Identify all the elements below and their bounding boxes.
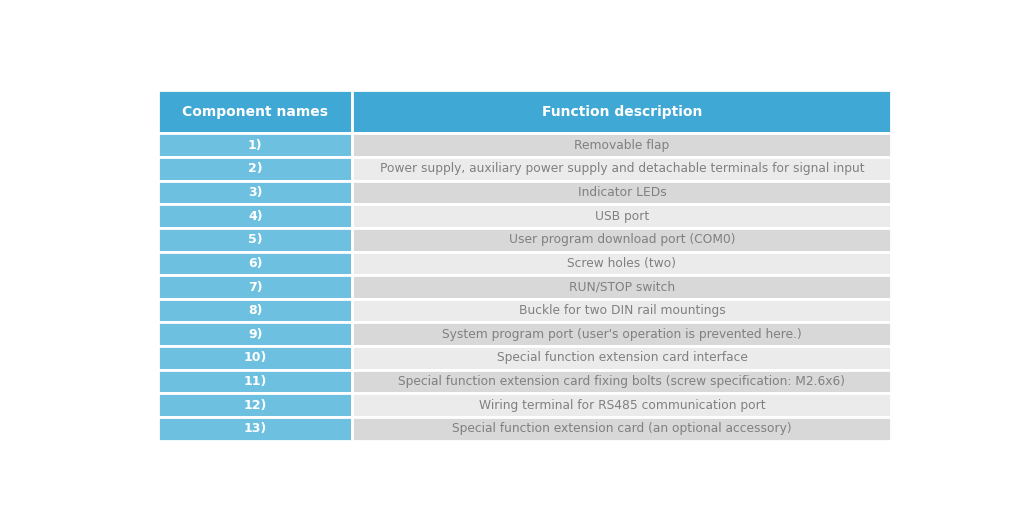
Text: 5): 5) <box>248 233 262 246</box>
Text: 9): 9) <box>248 328 262 341</box>
FancyBboxPatch shape <box>352 323 892 346</box>
Text: 4): 4) <box>248 210 262 222</box>
Text: Indicator LEDs: Indicator LEDs <box>578 186 667 199</box>
Text: Buckle for two DIN rail mountings: Buckle for two DIN rail mountings <box>518 304 725 317</box>
FancyBboxPatch shape <box>352 393 892 417</box>
Text: 6): 6) <box>248 257 262 270</box>
FancyBboxPatch shape <box>352 299 892 323</box>
Text: Special function extension card interface: Special function extension card interfac… <box>497 352 748 365</box>
FancyBboxPatch shape <box>158 393 352 417</box>
Text: Component names: Component names <box>182 104 329 119</box>
FancyBboxPatch shape <box>352 370 892 393</box>
Text: USB port: USB port <box>595 210 649 222</box>
FancyBboxPatch shape <box>352 228 892 251</box>
FancyBboxPatch shape <box>352 346 892 370</box>
Text: Removable flap: Removable flap <box>574 139 670 152</box>
Text: User program download port (COM0): User program download port (COM0) <box>509 233 735 246</box>
FancyBboxPatch shape <box>158 90 352 133</box>
FancyBboxPatch shape <box>158 133 352 157</box>
FancyBboxPatch shape <box>352 204 892 228</box>
Text: Special function extension card (an optional accessory): Special function extension card (an opti… <box>453 422 792 435</box>
Text: Special function extension card fixing bolts (screw specification: M2.6x6): Special function extension card fixing b… <box>398 375 846 388</box>
Text: 3): 3) <box>248 186 262 199</box>
Text: Screw holes (two): Screw holes (two) <box>567 257 677 270</box>
Text: Power supply, auxiliary power supply and detachable terminals for signal input: Power supply, auxiliary power supply and… <box>380 162 864 175</box>
Text: 7): 7) <box>248 280 262 294</box>
Text: 10): 10) <box>244 352 267 365</box>
Text: Wiring terminal for RS485 communication port: Wiring terminal for RS485 communication … <box>478 399 765 412</box>
FancyBboxPatch shape <box>158 346 352 370</box>
Text: 2): 2) <box>248 162 262 175</box>
Text: 1): 1) <box>248 139 262 152</box>
FancyBboxPatch shape <box>158 251 352 275</box>
FancyBboxPatch shape <box>158 157 352 181</box>
FancyBboxPatch shape <box>158 323 352 346</box>
FancyBboxPatch shape <box>352 417 892 441</box>
FancyBboxPatch shape <box>158 275 352 299</box>
Text: Function description: Function description <box>542 104 702 119</box>
Text: 8): 8) <box>248 304 262 317</box>
Text: 11): 11) <box>244 375 267 388</box>
FancyBboxPatch shape <box>352 181 892 204</box>
FancyBboxPatch shape <box>352 251 892 275</box>
FancyBboxPatch shape <box>158 228 352 251</box>
Text: RUN/STOP switch: RUN/STOP switch <box>569 280 675 294</box>
FancyBboxPatch shape <box>158 370 352 393</box>
FancyBboxPatch shape <box>158 299 352 323</box>
FancyBboxPatch shape <box>158 417 352 441</box>
FancyBboxPatch shape <box>352 275 892 299</box>
FancyBboxPatch shape <box>158 204 352 228</box>
FancyBboxPatch shape <box>352 157 892 181</box>
Text: System program port (user's operation is prevented here.): System program port (user's operation is… <box>442 328 802 341</box>
FancyBboxPatch shape <box>352 133 892 157</box>
FancyBboxPatch shape <box>352 90 892 133</box>
Text: 13): 13) <box>244 422 267 435</box>
FancyBboxPatch shape <box>158 181 352 204</box>
Text: 12): 12) <box>244 399 267 412</box>
